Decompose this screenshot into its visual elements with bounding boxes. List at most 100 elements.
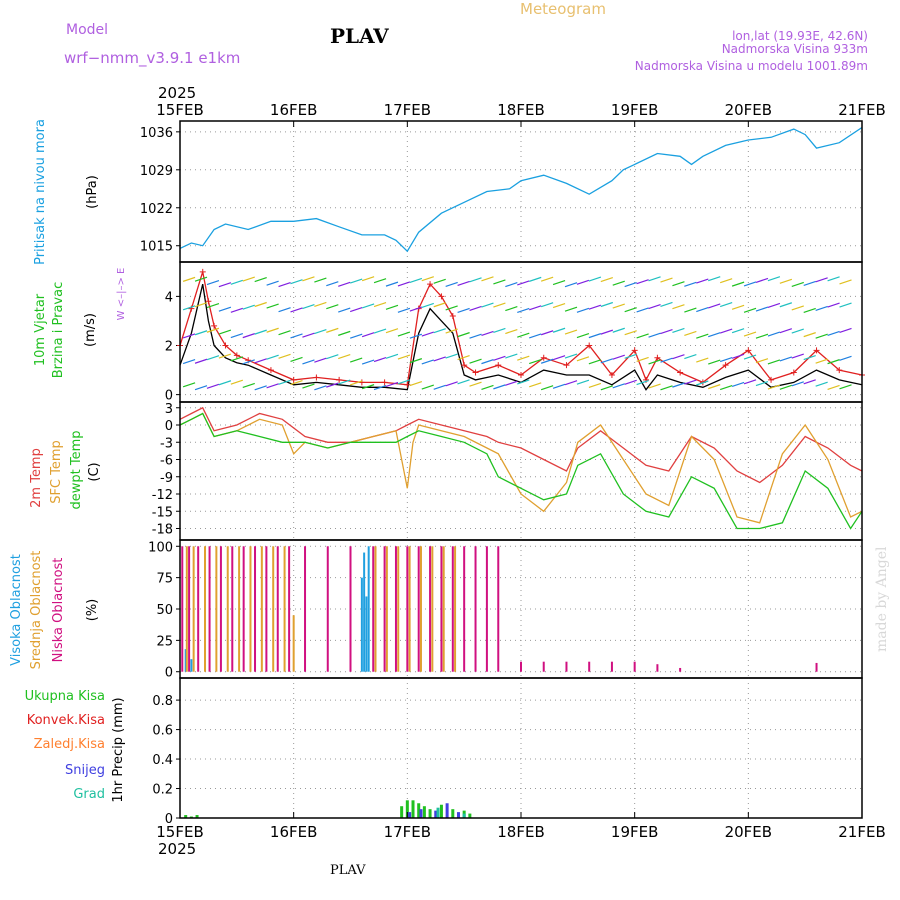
- wind-arrow: [648, 383, 661, 389]
- wind-arrow: [409, 380, 423, 387]
- gust-marker: [404, 381, 411, 388]
- cloud-ylabel-low: Niska Oblacnost: [51, 558, 66, 663]
- gust-marker: [267, 367, 274, 374]
- precip-bar: [417, 803, 421, 818]
- temperature-series-dewpt-temp: [179, 412, 863, 530]
- clouds-bar: [204, 546, 207, 672]
- wind-arrow: [696, 380, 709, 386]
- clouds-bar: [610, 661, 613, 672]
- wind-arrow: [469, 358, 482, 364]
- clouds-bar: [219, 546, 222, 672]
- x-tick-label-bottom: 19FEB: [611, 823, 658, 841]
- wind-arrow: [385, 381, 399, 388]
- clouds-bar: [451, 546, 454, 672]
- wind-arrow: [421, 276, 434, 282]
- wind-arrow: [624, 353, 637, 359]
- clouds-bar: [656, 664, 659, 672]
- wind-arrow: [684, 281, 697, 287]
- wind-arrow: [636, 307, 649, 313]
- wind-arrow: [612, 383, 625, 389]
- x-tick-label-bottom: 21FEB: [838, 823, 885, 841]
- wind-arrow: [767, 359, 781, 365]
- wind-arrow: [266, 354, 279, 360]
- wind-arrow: [481, 276, 494, 282]
- wind-arrow: [218, 380, 232, 386]
- wind-arrow: [457, 307, 470, 313]
- gust-marker: [472, 369, 479, 376]
- clouds-bar: [417, 546, 420, 672]
- precip-ylabel: 1hr Precip (mm): [111, 697, 126, 802]
- wind-arrow: [349, 307, 363, 313]
- wind-arrow: [719, 278, 733, 284]
- wind-arrow: [206, 302, 220, 309]
- wind-arrow: [218, 282, 232, 288]
- wind-arrow: [755, 306, 769, 312]
- wind-arrow: [552, 327, 566, 333]
- wind-arrow: [194, 385, 208, 391]
- wind-arrow: [361, 276, 375, 282]
- wind-arrow: [385, 353, 399, 359]
- x-tick-label-bottom: 17FEB: [384, 823, 431, 841]
- clouds-bar: [185, 546, 188, 672]
- wind-arrow: [290, 307, 303, 313]
- wind-arrow: [540, 330, 554, 336]
- wind-arrow: [314, 385, 327, 391]
- wind-arrow: [576, 356, 590, 362]
- temperature-ytick-label: -3: [160, 436, 173, 451]
- wind-arrow: [493, 355, 506, 361]
- clouds-bar: [190, 659, 193, 672]
- clouds-bar: [215, 546, 218, 672]
- wind-arrow: [421, 331, 434, 337]
- wind-arrow: [803, 379, 816, 385]
- wind-arrow: [517, 355, 530, 361]
- wind-arrow: [636, 379, 649, 386]
- clouds-bar: [360, 577, 363, 672]
- meteogram-title: Meteogram: [520, 0, 606, 18]
- wind-arrow: [493, 279, 506, 285]
- wind-arrow: [517, 332, 530, 338]
- clouds-bar: [238, 546, 241, 672]
- temp-ylabel-sfc: SFC Temp: [49, 440, 64, 504]
- wind-arrow: [660, 328, 673, 335]
- wind-arrow: [445, 328, 458, 334]
- clouds-bar: [197, 546, 200, 672]
- wind-arrow: [314, 328, 327, 335]
- temperature-ytick-label: -15: [152, 505, 173, 520]
- gust-marker: [290, 376, 297, 383]
- clouds-bar: [374, 546, 377, 672]
- wind-arrow: [409, 277, 423, 283]
- clouds-ytick-label: 100: [148, 540, 173, 555]
- wind-arrow: [469, 333, 482, 339]
- wind-arrow: [433, 356, 446, 362]
- wind-arrow: [242, 333, 255, 339]
- wind-arrow: [230, 279, 244, 285]
- wind-arrow: [576, 307, 590, 313]
- wind-series-speed: [179, 283, 863, 391]
- wind-arrow: [540, 302, 554, 308]
- clouds-bar: [188, 546, 191, 672]
- wind-arrow: [266, 280, 279, 286]
- wind-arrow: [385, 281, 399, 287]
- wind-ytick-label: 0: [165, 389, 173, 404]
- wind-arrow: [218, 306, 232, 312]
- clouds-bar: [565, 661, 568, 672]
- wind-arrow: [254, 301, 267, 308]
- wind-arrow: [672, 281, 685, 287]
- precip-bar: [400, 806, 404, 818]
- wind-arrow: [445, 305, 458, 311]
- wind-arrow: [517, 280, 530, 286]
- wind-arrow: [505, 306, 518, 312]
- wind-arrow: [278, 281, 291, 288]
- wind-arrow: [206, 355, 220, 361]
- clouds-bar: [208, 546, 211, 672]
- wind-arrow: [839, 302, 852, 308]
- clouds-ytick-label: 0: [165, 666, 173, 681]
- precip-bar: [451, 809, 455, 818]
- wind-arrow: [182, 333, 196, 339]
- wind-ytick-label: 4: [165, 290, 173, 305]
- wind-arrow: [576, 333, 590, 339]
- wind-arrow: [612, 327, 625, 333]
- clouds-bar: [283, 546, 286, 672]
- pressure-ytick-label: 1029: [140, 164, 173, 179]
- wind-arrow: [767, 331, 781, 337]
